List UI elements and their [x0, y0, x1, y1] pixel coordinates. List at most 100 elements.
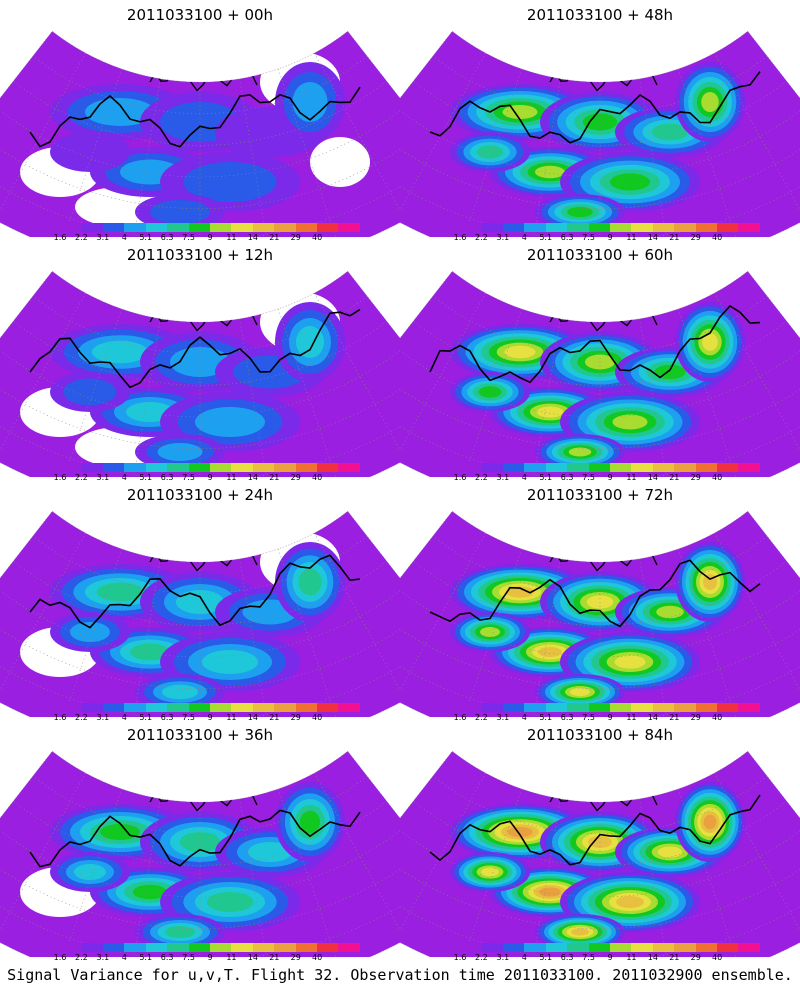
colorbar-tick-label: 9 — [207, 233, 213, 242]
colorbar-tick-label: 7.5 — [582, 233, 595, 242]
variance-contour — [570, 688, 590, 696]
colorbar-tick-label: 3.1 — [96, 233, 110, 242]
variance-contour — [70, 622, 110, 642]
colorbar-swatch — [60, 943, 82, 952]
colorbar-tick-label: 11 — [626, 713, 637, 722]
colorbar-tick-label: 6.3 — [560, 473, 574, 482]
colorbar-tick-label: 40 — [712, 713, 723, 722]
colorbar-swatch — [231, 703, 253, 712]
colorbar-swatch — [317, 223, 339, 232]
colorbar-tick-label: 14 — [647, 713, 658, 722]
colorbar-swatch — [274, 223, 296, 232]
colorbar-tick-label: 29 — [290, 233, 301, 242]
colorbar-swatch — [717, 943, 739, 952]
colorbar-swatch — [652, 223, 675, 232]
colorbar-swatch — [188, 463, 210, 472]
colorbar-swatch — [738, 223, 760, 232]
colorbar-swatch — [588, 223, 610, 232]
coastline — [29, 554, 361, 629]
colorbar-swatch — [588, 703, 610, 712]
colorbar-swatch — [124, 703, 146, 712]
variance-contour — [165, 926, 195, 938]
colorbar-tick-label: 3.1 — [496, 953, 510, 962]
colorbar-tick-label: 3.1 — [96, 953, 110, 962]
colorbar-swatch — [674, 223, 696, 232]
colorbar-swatch — [631, 463, 653, 472]
colorbar-tick-label: 40 — [712, 953, 723, 962]
colorbar-tick-label: 5.1 — [139, 713, 153, 722]
panel-title: 2011033100 + 00h — [126, 6, 274, 24]
colorbar-tick-label: 14 — [647, 473, 658, 482]
variance-contour — [535, 165, 565, 179]
colorbar-swatch — [717, 463, 739, 472]
variance-contour — [504, 345, 536, 359]
colorbar-tick-label: 21 — [669, 233, 680, 242]
colorbar-tick-label: 2.2 — [75, 473, 88, 482]
variance-map — [400, 270, 800, 477]
map-panel: 2011033100 + 12h 1.6 2.2 3.1 4 5.1 6.3 7.5 9 11 14… — [0, 240, 400, 482]
colorbar-swatch — [231, 463, 253, 472]
variance-contour — [195, 407, 265, 437]
colorbar-swatch — [81, 463, 103, 472]
colorbar-swatch — [167, 463, 189, 472]
colorbar-tick-label: 2.2 — [475, 953, 488, 962]
variance-map — [0, 510, 400, 717]
coastline — [429, 71, 761, 144]
colorbar — [60, 223, 360, 232]
colorbar-tick-label: 40 — [312, 233, 323, 242]
colorbar-swatch — [481, 223, 503, 232]
colorbar-tick-label: 29 — [290, 953, 301, 962]
colorbar-tick-label: 2.2 — [75, 233, 88, 242]
colorbar-swatch — [738, 463, 760, 472]
colorbar-tick-label: 2.2 — [75, 953, 88, 962]
colorbar — [460, 943, 760, 952]
colorbar-swatch — [338, 223, 360, 232]
figure-caption: Signal Variance for u,v,T. Flight 32. Ob… — [7, 966, 793, 984]
colorbar-tick-label: 3.1 — [96, 713, 110, 722]
coastline — [29, 809, 361, 868]
colorbar-tick-label: 11 — [626, 233, 637, 242]
colorbar-tick-label: 1.6 — [53, 953, 67, 962]
colorbar-tick-label: 5.1 — [139, 233, 153, 242]
colorbar-swatch — [502, 943, 525, 952]
map-panel: 2011033100 + 72h 1.6 2.2 3.1 4 5.1 6.3 7.5 9 11 14… — [400, 480, 800, 722]
colorbar-swatch — [502, 223, 525, 232]
colorbar-tick-label: 3.1 — [496, 233, 510, 242]
colorbar-swatch — [188, 223, 210, 232]
colorbar — [60, 943, 360, 952]
colorbar-ticks: 1.6 2.2 3.1 4 5.1 6.3 7.5 9 11 14 21 29 40 — [54, 233, 360, 243]
colorbar-tick-label: 5.1 — [139, 953, 153, 962]
colorbar-swatch — [481, 463, 503, 472]
colorbar-swatch — [252, 943, 275, 952]
map-panel: 2011033100 + 36h 1.6 2.2 3.1 4 5.1 6.3 7.5 9 11 14… — [0, 720, 400, 962]
colorbar-swatch — [652, 943, 675, 952]
colorbar-tick-label: 3.1 — [496, 713, 510, 722]
colorbar-tick-label: 11 — [226, 233, 237, 242]
colorbar-tick-label: 21 — [269, 953, 280, 962]
colorbar-ticks: 1.6 2.2 3.1 4 5.1 6.3 7.5 9 11 14 21 29 40 — [54, 713, 360, 723]
variance-contour — [612, 414, 648, 430]
colorbar-tick-label: 2.2 — [475, 473, 488, 482]
colorbar-swatch — [274, 463, 296, 472]
colorbar-tick-label: 2.2 — [475, 713, 488, 722]
variance-contour — [701, 92, 719, 112]
colorbar-swatch — [167, 703, 189, 712]
colorbar-swatch — [502, 703, 525, 712]
variance-map — [400, 30, 800, 237]
panel-title: 2011033100 + 36h — [126, 726, 274, 744]
map-panel: 2011033100 + 48h 1.6 2.2 3.1 4 5.1 6.3 7.5 9 11 14… — [400, 0, 800, 242]
colorbar-swatch — [524, 463, 546, 472]
coastline — [429, 304, 761, 384]
colorbar-tick-label: 7.5 — [182, 713, 195, 722]
colorbar-swatch — [252, 463, 275, 472]
colorbar-tick-label: 9 — [207, 713, 213, 722]
colorbar-tick-label: 11 — [226, 953, 237, 962]
colorbar-swatch — [188, 943, 210, 952]
colorbar-tick-label: 11 — [226, 713, 237, 722]
colorbar-swatch — [317, 703, 339, 712]
colorbar-tick-label: 6.3 — [160, 233, 174, 242]
variance-contour — [567, 206, 593, 218]
colorbar-swatch — [502, 463, 525, 472]
colorbar-tick-label: 29 — [690, 473, 701, 482]
coastline — [29, 308, 361, 389]
